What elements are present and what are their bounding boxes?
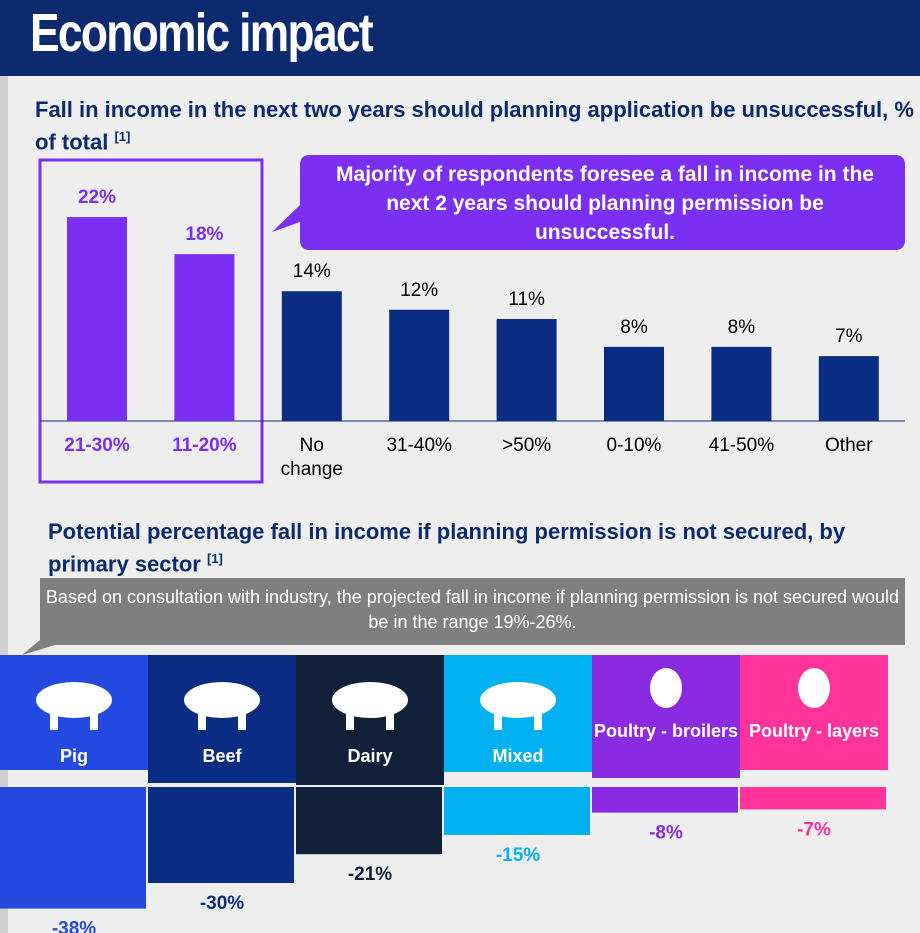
highlight-box bbox=[38, 158, 264, 484]
category-label: Other bbox=[825, 435, 873, 456]
animal-icon-leg bbox=[238, 710, 246, 730]
bar bbox=[711, 346, 772, 421]
bar bbox=[148, 787, 294, 883]
value-label: -30% bbox=[200, 893, 244, 914]
title-note: [1] bbox=[114, 129, 131, 144]
value-label: -15% bbox=[496, 845, 540, 866]
sector-label: Mixed bbox=[492, 746, 544, 766]
value-label: -8% bbox=[649, 823, 683, 844]
value-label: -38% bbox=[52, 919, 96, 933]
chart-title-1: Fall in income in the next two years sho… bbox=[35, 96, 915, 155]
animal-icon-leg bbox=[494, 710, 502, 730]
bar bbox=[281, 291, 342, 421]
value-label: 8% bbox=[728, 317, 756, 338]
bar bbox=[174, 254, 235, 421]
value-label: 11% bbox=[508, 289, 545, 310]
title-text: Fall in income in the next two years sho… bbox=[35, 97, 914, 155]
value-label: 22% bbox=[78, 187, 116, 208]
chicken-icon bbox=[650, 668, 682, 708]
animal-icon-leg bbox=[90, 710, 98, 730]
bar bbox=[389, 309, 450, 421]
category-label: >50% bbox=[502, 435, 552, 456]
animal-icon bbox=[332, 682, 408, 718]
animal-icon-leg bbox=[346, 710, 354, 730]
bar bbox=[296, 787, 442, 855]
sector-label: Poultry - broilers bbox=[593, 721, 739, 741]
animal-icon-leg bbox=[386, 710, 394, 730]
sector-tile bbox=[148, 655, 296, 783]
header-band bbox=[0, 0, 920, 76]
sector-label: Poultry - layers bbox=[748, 721, 880, 741]
animal-icon-leg bbox=[534, 710, 542, 730]
animal-icon bbox=[480, 682, 556, 718]
callout-box-2 bbox=[22, 578, 905, 655]
callout-box bbox=[272, 155, 905, 250]
bar bbox=[740, 787, 886, 810]
animal-icon-leg bbox=[198, 710, 206, 730]
value-label: 12% bbox=[400, 280, 438, 301]
category-label: 0-10% bbox=[606, 435, 662, 456]
value-label: 14% bbox=[293, 261, 331, 282]
value-label: 7% bbox=[835, 326, 863, 347]
value-label: 8% bbox=[620, 317, 648, 338]
bar bbox=[604, 346, 664, 421]
category-label: No change bbox=[280, 435, 343, 480]
callout-text-2: Based on consultation with industry, the… bbox=[45, 587, 900, 632]
title-text: Potential percentage fall in income if p… bbox=[48, 519, 846, 577]
value-label: 18% bbox=[185, 224, 223, 245]
sector-label: Dairy bbox=[347, 746, 393, 766]
animal-icon bbox=[36, 682, 112, 718]
title-note: [1] bbox=[206, 551, 223, 566]
category-label: 11-20% bbox=[172, 435, 237, 456]
bar bbox=[0, 787, 146, 909]
value-label: -7% bbox=[797, 819, 831, 840]
value-label: -21% bbox=[348, 864, 392, 885]
animal-icon-leg bbox=[50, 710, 58, 730]
category-label: 31-40% bbox=[386, 435, 452, 456]
sector-tile bbox=[296, 655, 444, 785]
left-border bbox=[0, 76, 8, 933]
bar bbox=[67, 217, 127, 421]
chicken-icon bbox=[798, 668, 830, 708]
animal-icon bbox=[184, 682, 260, 718]
bar bbox=[592, 787, 738, 813]
bar bbox=[444, 787, 590, 835]
bar bbox=[496, 319, 557, 421]
sector-label: Beef bbox=[202, 746, 242, 766]
category-label: 21-30% bbox=[64, 435, 130, 456]
header-title: Economic impact bbox=[30, 3, 374, 63]
category-label: 41-50% bbox=[708, 435, 775, 456]
bar bbox=[818, 356, 879, 421]
chart-title-2: Potential percentage fall in income if p… bbox=[48, 518, 908, 577]
sector-label: Pig bbox=[59, 746, 88, 766]
callout-text: Majority of respondents foresee a fall i… bbox=[336, 163, 874, 244]
